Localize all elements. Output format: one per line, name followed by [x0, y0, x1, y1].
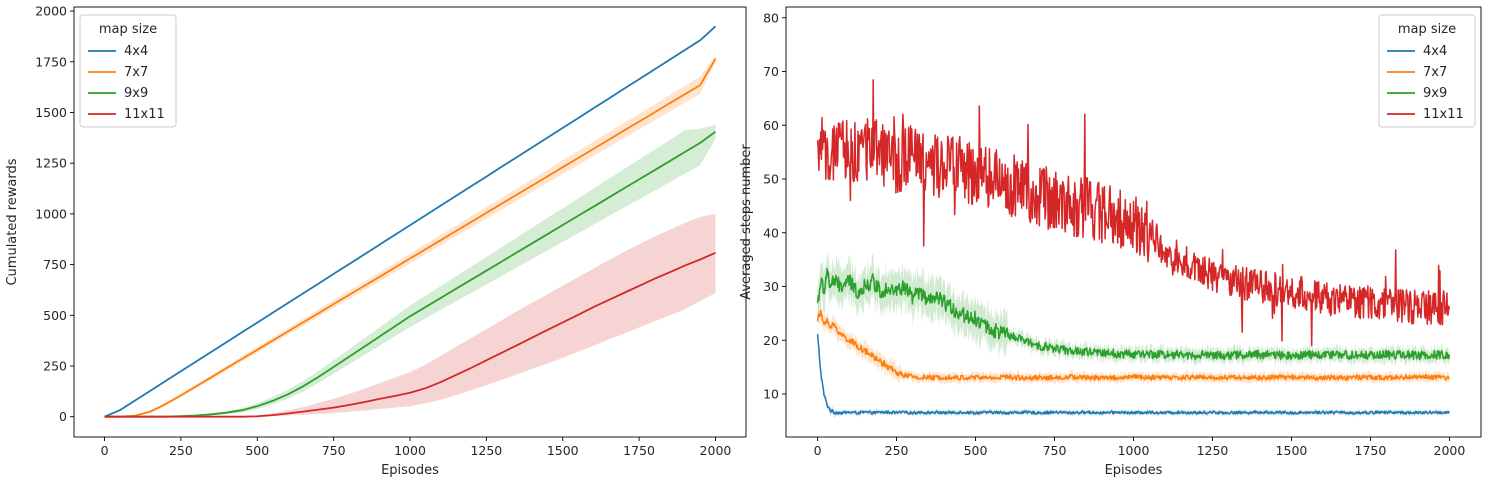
line-9x9 — [104, 130, 717, 418]
x-tick-label: 500 — [245, 443, 269, 458]
band-9x9 — [817, 250, 1450, 368]
y-tick-label: 10 — [763, 387, 779, 402]
line-9x9 — [816, 267, 1451, 361]
x-tick-label: 2000 — [700, 443, 732, 458]
band-9x9 — [104, 124, 716, 417]
legend-box — [1378, 14, 1476, 128]
y-tick-label: 500 — [43, 308, 67, 323]
legend-title: map size — [99, 22, 157, 37]
x-tick-label: 1500 — [547, 443, 579, 458]
line-4x4 — [816, 334, 1450, 415]
y-tick-label: 30 — [763, 279, 779, 294]
plot-area — [816, 79, 1451, 419]
line-7x7 — [104, 58, 717, 418]
y-tick-label: 60 — [763, 118, 779, 133]
x-tick-label: 2000 — [1434, 443, 1466, 458]
band-4x4 — [104, 25, 716, 417]
y-tick-label: 1250 — [35, 156, 67, 171]
x-tick-label: 750 — [1043, 443, 1067, 458]
y-tick-label: 750 — [43, 257, 67, 272]
x-tick-label: 250 — [169, 443, 193, 458]
x-tick-label: 1500 — [1276, 443, 1308, 458]
line-4x4 — [104, 25, 717, 418]
x-tick-label: 1750 — [1355, 443, 1387, 458]
legend: map size 4x4 7x7 9x9 11x11 — [79, 14, 177, 128]
series-9x9 — [104, 124, 717, 418]
cumulated-rewards-chart: 0 250 500 750 1000 1250 1500 1750 2000 0 250 500 750… — [5, 4, 747, 478]
y-tick-label: 40 — [763, 225, 779, 240]
series-4x4 — [816, 331, 1450, 419]
y-axis-label: Cumulated rewards — [5, 158, 20, 285]
y-tick-label: 50 — [763, 172, 779, 187]
x-axis-label: Episodes — [381, 463, 439, 478]
series-11x11 — [104, 213, 716, 418]
legend-label-7x7: 7x7 — [1423, 65, 1447, 80]
y-tick-label: 1500 — [35, 105, 67, 120]
legend: map size 4x4 7x7 9x9 11x11 — [1378, 14, 1476, 128]
legend-title: map size — [1398, 22, 1456, 37]
legend-box — [79, 14, 177, 128]
series-7x7 — [816, 300, 1450, 386]
series-4x4 — [104, 25, 717, 418]
plot-area — [104, 25, 717, 418]
band-4x4 — [817, 331, 1450, 419]
series-9x9 — [816, 250, 1451, 368]
x-tick-label: 750 — [322, 443, 346, 458]
legend-label-4x4: 4x4 — [124, 44, 148, 59]
legend-label-9x9: 9x9 — [1423, 86, 1447, 101]
y-tick-label: 70 — [763, 64, 779, 79]
x-tick-label: 500 — [964, 443, 988, 458]
y-tick-label: 0 — [59, 409, 67, 424]
band-11x11 — [104, 213, 716, 417]
x-tick-label: 1750 — [623, 443, 655, 458]
x-tick-label: 0 — [101, 443, 109, 458]
y-tick-label: 1000 — [35, 206, 67, 221]
x-tick-label: 1000 — [394, 443, 426, 458]
line-11x11 — [816, 79, 1451, 347]
legend-label-7x7: 7x7 — [124, 65, 148, 80]
x-tick-label: 250 — [885, 443, 909, 458]
line-7x7 — [816, 309, 1450, 381]
x-tick-label: 1000 — [1118, 443, 1150, 458]
legend-label-11x11: 11x11 — [124, 107, 165, 122]
legend-label-4x4: 4x4 — [1423, 44, 1447, 59]
series-11x11 — [816, 79, 1451, 347]
x-tick-label: 1250 — [1197, 443, 1229, 458]
y-tick-label: 1750 — [35, 54, 67, 69]
series-7x7 — [104, 55, 717, 418]
y-tick-label: 2000 — [35, 4, 67, 19]
y-tick-label: 250 — [43, 359, 67, 374]
y-tick-label: 20 — [763, 333, 779, 348]
averaged-steps-chart: 0 250 500 750 1000 1250 1500 1750 2000 10 20 30 40 50… — [739, 6, 1482, 478]
legend-label-11x11: 11x11 — [1423, 107, 1464, 122]
x-axis-label: Episodes — [1105, 463, 1163, 478]
x-tick-label: 0 — [814, 443, 822, 458]
y-tick-label: 80 — [763, 10, 779, 25]
y-axis-label: Averaged steps number — [739, 144, 754, 300]
x-tick-label: 1250 — [470, 443, 502, 458]
legend-label-9x9: 9x9 — [124, 86, 148, 101]
line-11x11 — [104, 251, 716, 418]
